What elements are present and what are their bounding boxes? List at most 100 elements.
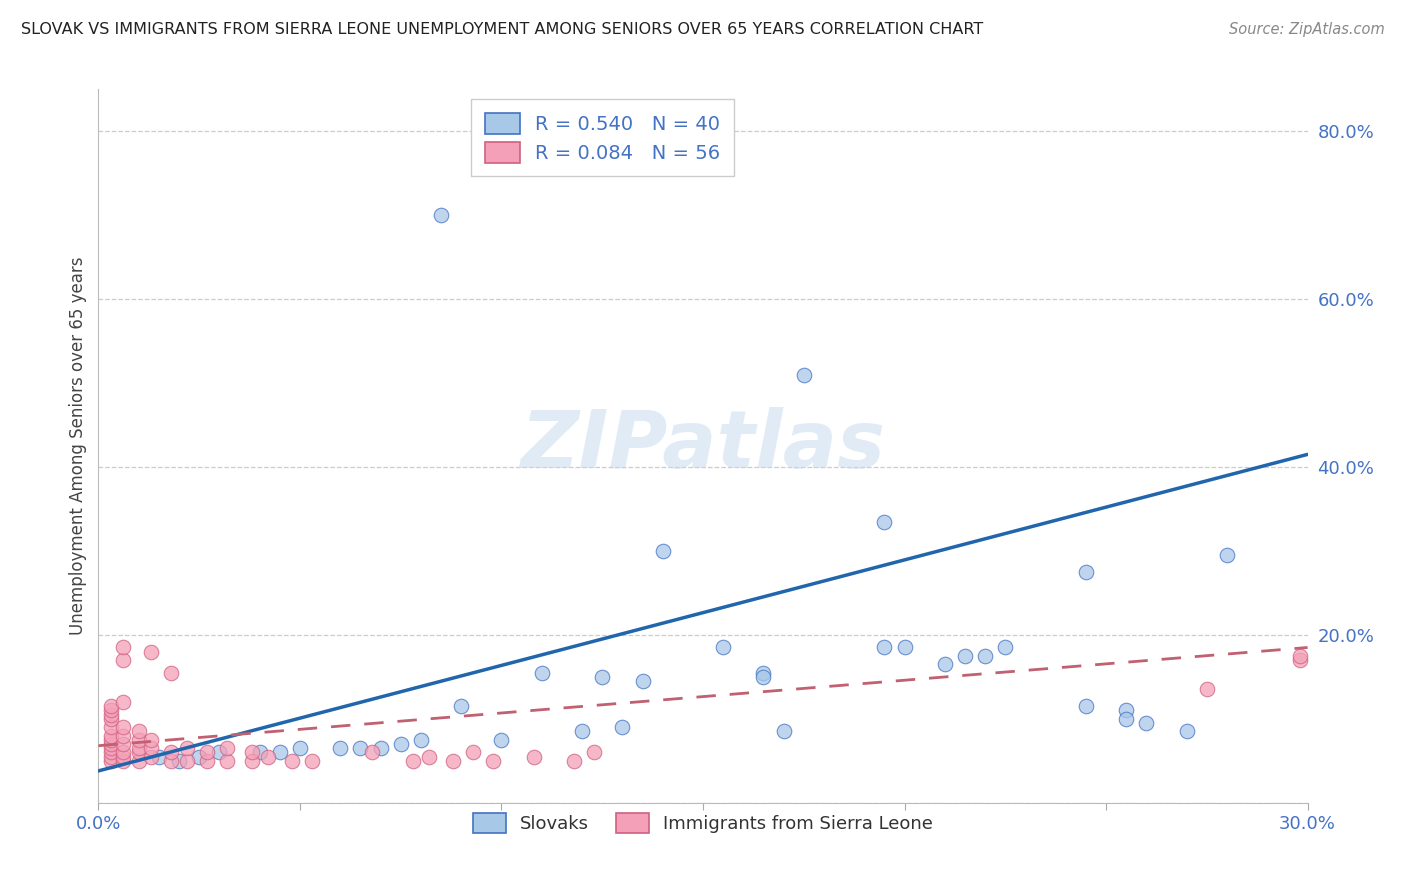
Point	[195, 746, 218, 760]
Point	[217, 741, 239, 756]
Point	[148, 749, 170, 764]
Point	[450, 699, 472, 714]
Point	[139, 741, 162, 756]
Point	[530, 665, 553, 680]
Point	[571, 724, 593, 739]
Point	[591, 670, 613, 684]
Point	[111, 720, 134, 734]
Text: SLOVAK VS IMMIGRANTS FROM SIERRA LEONE UNEMPLOYMENT AMONG SENIORS OVER 65 YEARS : SLOVAK VS IMMIGRANTS FROM SIERRA LEONE U…	[21, 22, 983, 37]
Legend: Slovaks, Immigrants from Sierra Leone: Slovaks, Immigrants from Sierra Leone	[465, 805, 941, 840]
Point	[100, 732, 122, 747]
Point	[100, 703, 122, 717]
Point	[188, 749, 211, 764]
Point	[100, 737, 122, 751]
Point	[100, 707, 122, 722]
Point	[160, 754, 183, 768]
Point	[288, 741, 311, 756]
Point	[752, 665, 775, 680]
Point	[1195, 682, 1218, 697]
Point	[1288, 653, 1310, 667]
Point	[873, 515, 896, 529]
Y-axis label: Unemployment Among Seniors over 65 years: Unemployment Among Seniors over 65 years	[69, 257, 87, 635]
Point	[974, 648, 997, 663]
Point	[249, 746, 271, 760]
Point	[111, 640, 134, 655]
Point	[1175, 724, 1198, 739]
Point	[240, 754, 263, 768]
Point	[100, 699, 122, 714]
Point	[711, 640, 734, 655]
Point	[953, 648, 976, 663]
Point	[111, 746, 134, 760]
Point	[100, 741, 122, 756]
Point	[111, 653, 134, 667]
Point	[167, 754, 190, 768]
Point	[128, 732, 150, 747]
Point	[1135, 716, 1157, 731]
Point	[100, 754, 122, 768]
Point	[994, 640, 1017, 655]
Point	[1115, 703, 1137, 717]
Point	[128, 724, 150, 739]
Point	[111, 737, 134, 751]
Point	[893, 640, 915, 655]
Point	[281, 754, 304, 768]
Text: Source: ZipAtlas.com: Source: ZipAtlas.com	[1229, 22, 1385, 37]
Point	[217, 754, 239, 768]
Point	[370, 741, 392, 756]
Point	[111, 749, 134, 764]
Point	[631, 674, 654, 689]
Point	[139, 645, 162, 659]
Point	[176, 754, 198, 768]
Point	[160, 746, 183, 760]
Point	[1074, 565, 1097, 579]
Point	[160, 665, 183, 680]
Point	[349, 741, 371, 756]
Point	[418, 749, 440, 764]
Point	[128, 746, 150, 760]
Point	[128, 754, 150, 768]
Point	[195, 754, 218, 768]
Point	[441, 754, 464, 768]
Point	[100, 749, 122, 764]
Point	[752, 670, 775, 684]
Point	[491, 732, 513, 747]
Point	[240, 746, 263, 760]
Point	[1074, 699, 1097, 714]
Point	[409, 732, 432, 747]
Point	[873, 640, 896, 655]
Point	[482, 754, 505, 768]
Point	[523, 749, 546, 764]
Point	[329, 741, 352, 756]
Point	[176, 741, 198, 756]
Point	[301, 754, 323, 768]
Point	[361, 746, 384, 760]
Point	[389, 737, 412, 751]
Point	[100, 746, 122, 760]
Point	[139, 732, 162, 747]
Point	[1115, 712, 1137, 726]
Point	[562, 754, 585, 768]
Point	[1216, 548, 1239, 562]
Point	[1288, 648, 1310, 663]
Point	[256, 749, 278, 764]
Point	[111, 754, 134, 768]
Point	[100, 720, 122, 734]
Point	[583, 746, 606, 760]
Point	[463, 746, 485, 760]
Text: ZIPatlas: ZIPatlas	[520, 407, 886, 485]
Point	[111, 695, 134, 709]
Point	[402, 754, 425, 768]
Point	[128, 741, 150, 756]
Point	[934, 657, 956, 672]
Point	[100, 712, 122, 726]
Point	[208, 746, 231, 760]
Point	[612, 720, 634, 734]
Point	[430, 208, 453, 222]
Point	[793, 368, 815, 382]
Point	[100, 729, 122, 743]
Point	[651, 544, 673, 558]
Point	[269, 746, 291, 760]
Point	[111, 729, 134, 743]
Point	[139, 749, 162, 764]
